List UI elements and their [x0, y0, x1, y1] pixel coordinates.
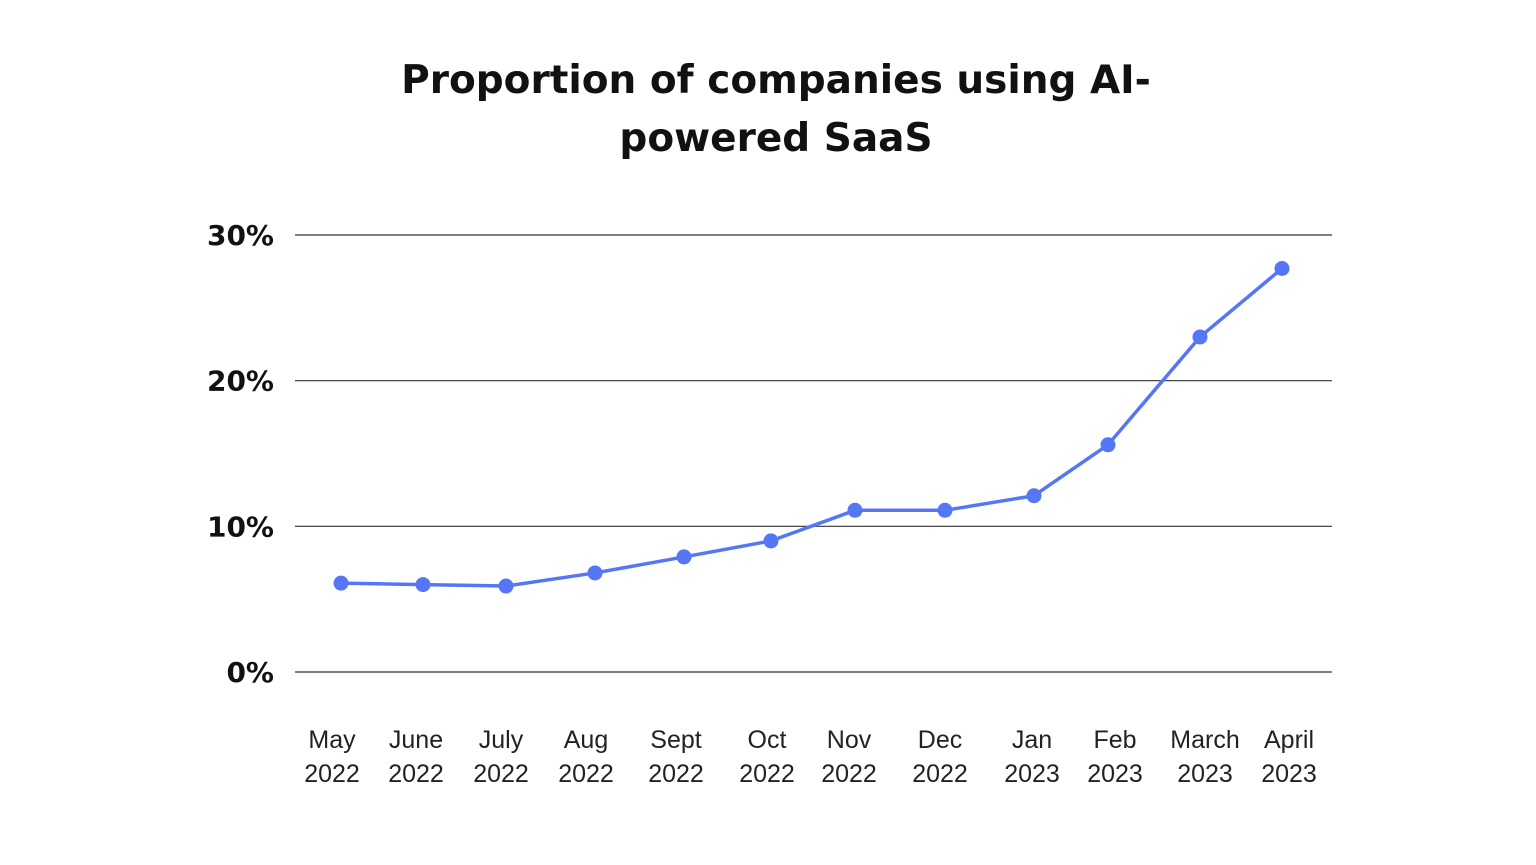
data-point	[676, 549, 692, 565]
x-tick-label: June 2022	[388, 726, 444, 788]
x-tick-label: March 2023	[1170, 726, 1239, 788]
data-point	[1192, 329, 1208, 345]
x-tick-label-year: 2023	[1261, 760, 1317, 788]
x-tick-label-month: July	[479, 726, 524, 754]
x-tick-label: Nov 2022	[821, 726, 877, 788]
data-point	[937, 502, 953, 518]
chart-title-line-1: Proportion of companies using AI-	[401, 58, 1151, 103]
x-tick-label-year: 2023	[1087, 760, 1143, 788]
data-point	[587, 565, 603, 581]
data-point	[763, 533, 779, 549]
y-axis-ticks: 0% 10% 20% 30%	[207, 219, 274, 689]
data-point	[415, 577, 431, 593]
data-point	[498, 578, 514, 594]
x-tick-label-year: 2022	[388, 760, 444, 788]
x-tick-label-year: 2023	[1004, 760, 1060, 788]
data-point	[1274, 261, 1290, 277]
x-tick-label-month: Oct	[748, 726, 787, 754]
x-tick-label-year: 2023	[1177, 760, 1233, 788]
x-tick-label-year: 2022	[558, 760, 614, 788]
gridlines	[295, 234, 1332, 673]
x-tick-label-month: Feb	[1093, 726, 1136, 754]
x-tick-label: Jan 2023	[1004, 726, 1060, 788]
x-tick-label-month: April	[1264, 726, 1314, 754]
data-point	[847, 502, 863, 518]
x-tick-label: Feb 2023	[1087, 726, 1143, 788]
x-tick-label: July 2022	[473, 726, 529, 788]
x-tick-label: Sept 2022	[648, 726, 704, 788]
y-tick-label: 30%	[207, 219, 274, 252]
x-tick-label-month: Nov	[827, 726, 872, 754]
x-tick-label-year: 2022	[648, 760, 704, 788]
chart-title-line-2: powered SaaS	[619, 116, 933, 161]
series-line	[339, 266, 1284, 588]
x-tick-label-year: 2022	[912, 760, 968, 788]
x-tick-label: Dec 2022	[912, 726, 968, 788]
x-tick-label-month: Sept	[650, 726, 701, 754]
data-point	[1100, 437, 1116, 453]
data-point	[333, 575, 349, 591]
x-tick-label-month: Aug	[564, 726, 608, 754]
x-tick-label: April 2023	[1261, 726, 1317, 788]
x-tick-label-year: 2022	[473, 760, 529, 788]
x-tick-label-month: March	[1170, 726, 1239, 754]
x-tick-label: Aug 2022	[558, 726, 614, 788]
x-tick-label-month: June	[389, 726, 443, 754]
x-tick-label-month: May	[308, 726, 356, 754]
x-tick-label-month: Jan	[1012, 726, 1052, 754]
x-tick-label: May 2022	[304, 726, 360, 788]
data-point	[1026, 488, 1042, 504]
series-line-group	[333, 261, 1290, 594]
y-tick-label: 10%	[207, 510, 274, 543]
y-tick-label: 20%	[207, 365, 274, 398]
y-tick-label: 0%	[226, 656, 274, 689]
chart-title: Proportion of companies using AI- powere…	[0, 52, 1536, 168]
x-tick-label-year: 2022	[304, 760, 360, 788]
x-tick-label: Oct 2022	[739, 726, 795, 788]
x-tick-label-year: 2022	[739, 760, 795, 788]
x-tick-label-month: Dec	[918, 726, 962, 754]
x-tick-label-year: 2022	[821, 760, 877, 788]
